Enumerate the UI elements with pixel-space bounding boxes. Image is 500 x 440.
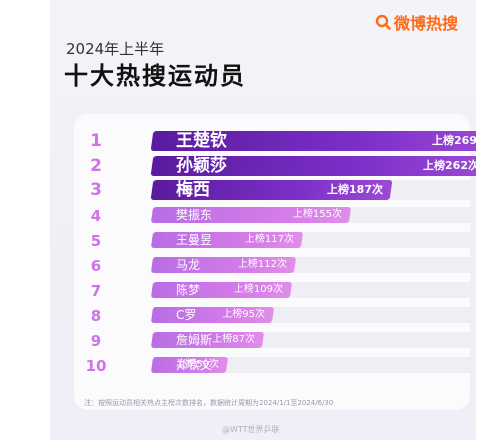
mention-count: 上榜59次 (176, 359, 219, 370)
page-subtitle: 2024年上半年 (66, 40, 165, 58)
bar-track (152, 357, 476, 373)
mention-count: 上榜155次 (292, 209, 342, 220)
weibo-hot-search-logo: 微博热搜 (375, 10, 458, 34)
ranking-row: 6 马龙 上榜112次 (50, 257, 476, 275)
athlete-name: 马龙 (176, 258, 201, 272)
rank-number: 5 (90, 232, 102, 250)
infographic: 微博热搜 2024年上半年 十大热搜运动员 1 王楚钦 上榜269次 2 孙颖莎 上榜26… (50, 0, 476, 440)
rank-number: 10 (85, 357, 107, 375)
mention-count: 上榜187次 (327, 183, 383, 196)
ranking-row: 5 王曼昱 上榜117次 (50, 232, 476, 250)
athlete-name: 梅西 (176, 180, 210, 200)
watermark: @WTT世界乒联 (222, 425, 280, 434)
rank-number: 2 (90, 156, 102, 176)
search-icon (375, 14, 391, 30)
ranking-row: 4 樊振东 上榜155次 (50, 207, 476, 225)
mention-count: 上榜262次 (423, 159, 476, 172)
rank-number: 4 (90, 207, 102, 225)
rank-number: 9 (90, 332, 102, 350)
athlete-name: 王曼昱 (176, 233, 213, 247)
mention-count: 上榜269次 (432, 134, 476, 147)
athlete-name: 孙颖莎 (176, 156, 227, 176)
brand-name: 微博热搜 (393, 14, 458, 33)
rank-number: 3 (90, 180, 102, 200)
footnote: 注：按照运动员相关热点主榜次数排名，数据统计周期为2024/1/1至2024/6… (84, 399, 334, 407)
rank-number: 7 (90, 282, 102, 300)
page-title: 十大热搜运动员 (64, 62, 246, 90)
athlete-name: 陈梦 (176, 283, 201, 297)
athlete-name: 王楚钦 (176, 131, 227, 151)
ranking-row: 10 郑钦文 上榜59次 (50, 357, 476, 375)
ranking-row: 2 孙颖莎 上榜262次 (50, 156, 476, 176)
rank-number: 6 (90, 257, 102, 275)
mention-count: 上榜109次 (233, 284, 283, 295)
athlete-name: 郑钦文 (176, 358, 213, 372)
athlete-name: 樊振东 (176, 208, 213, 222)
ranking-row: 3 梅西 上榜187次 (50, 180, 476, 200)
mention-count: 上榜87次 (212, 334, 255, 345)
athlete-name: C罗 (176, 308, 197, 322)
rank-number: 8 (90, 307, 102, 325)
ranking-row: 1 王楚钦 上榜269次 (50, 131, 476, 151)
mention-count: 上榜117次 (244, 234, 294, 245)
rank-number: 1 (90, 131, 102, 151)
athlete-name: 詹姆斯 (176, 333, 213, 347)
ranking-row: 7 陈梦 上榜109次 (50, 282, 476, 300)
ranking-row: 8 C罗 上榜95次 (50, 307, 476, 325)
mention-count: 上榜112次 (237, 259, 287, 270)
ranking-row: 9 詹姆斯 上榜87次 (50, 332, 476, 350)
mention-count: 上榜95次 (222, 309, 265, 320)
